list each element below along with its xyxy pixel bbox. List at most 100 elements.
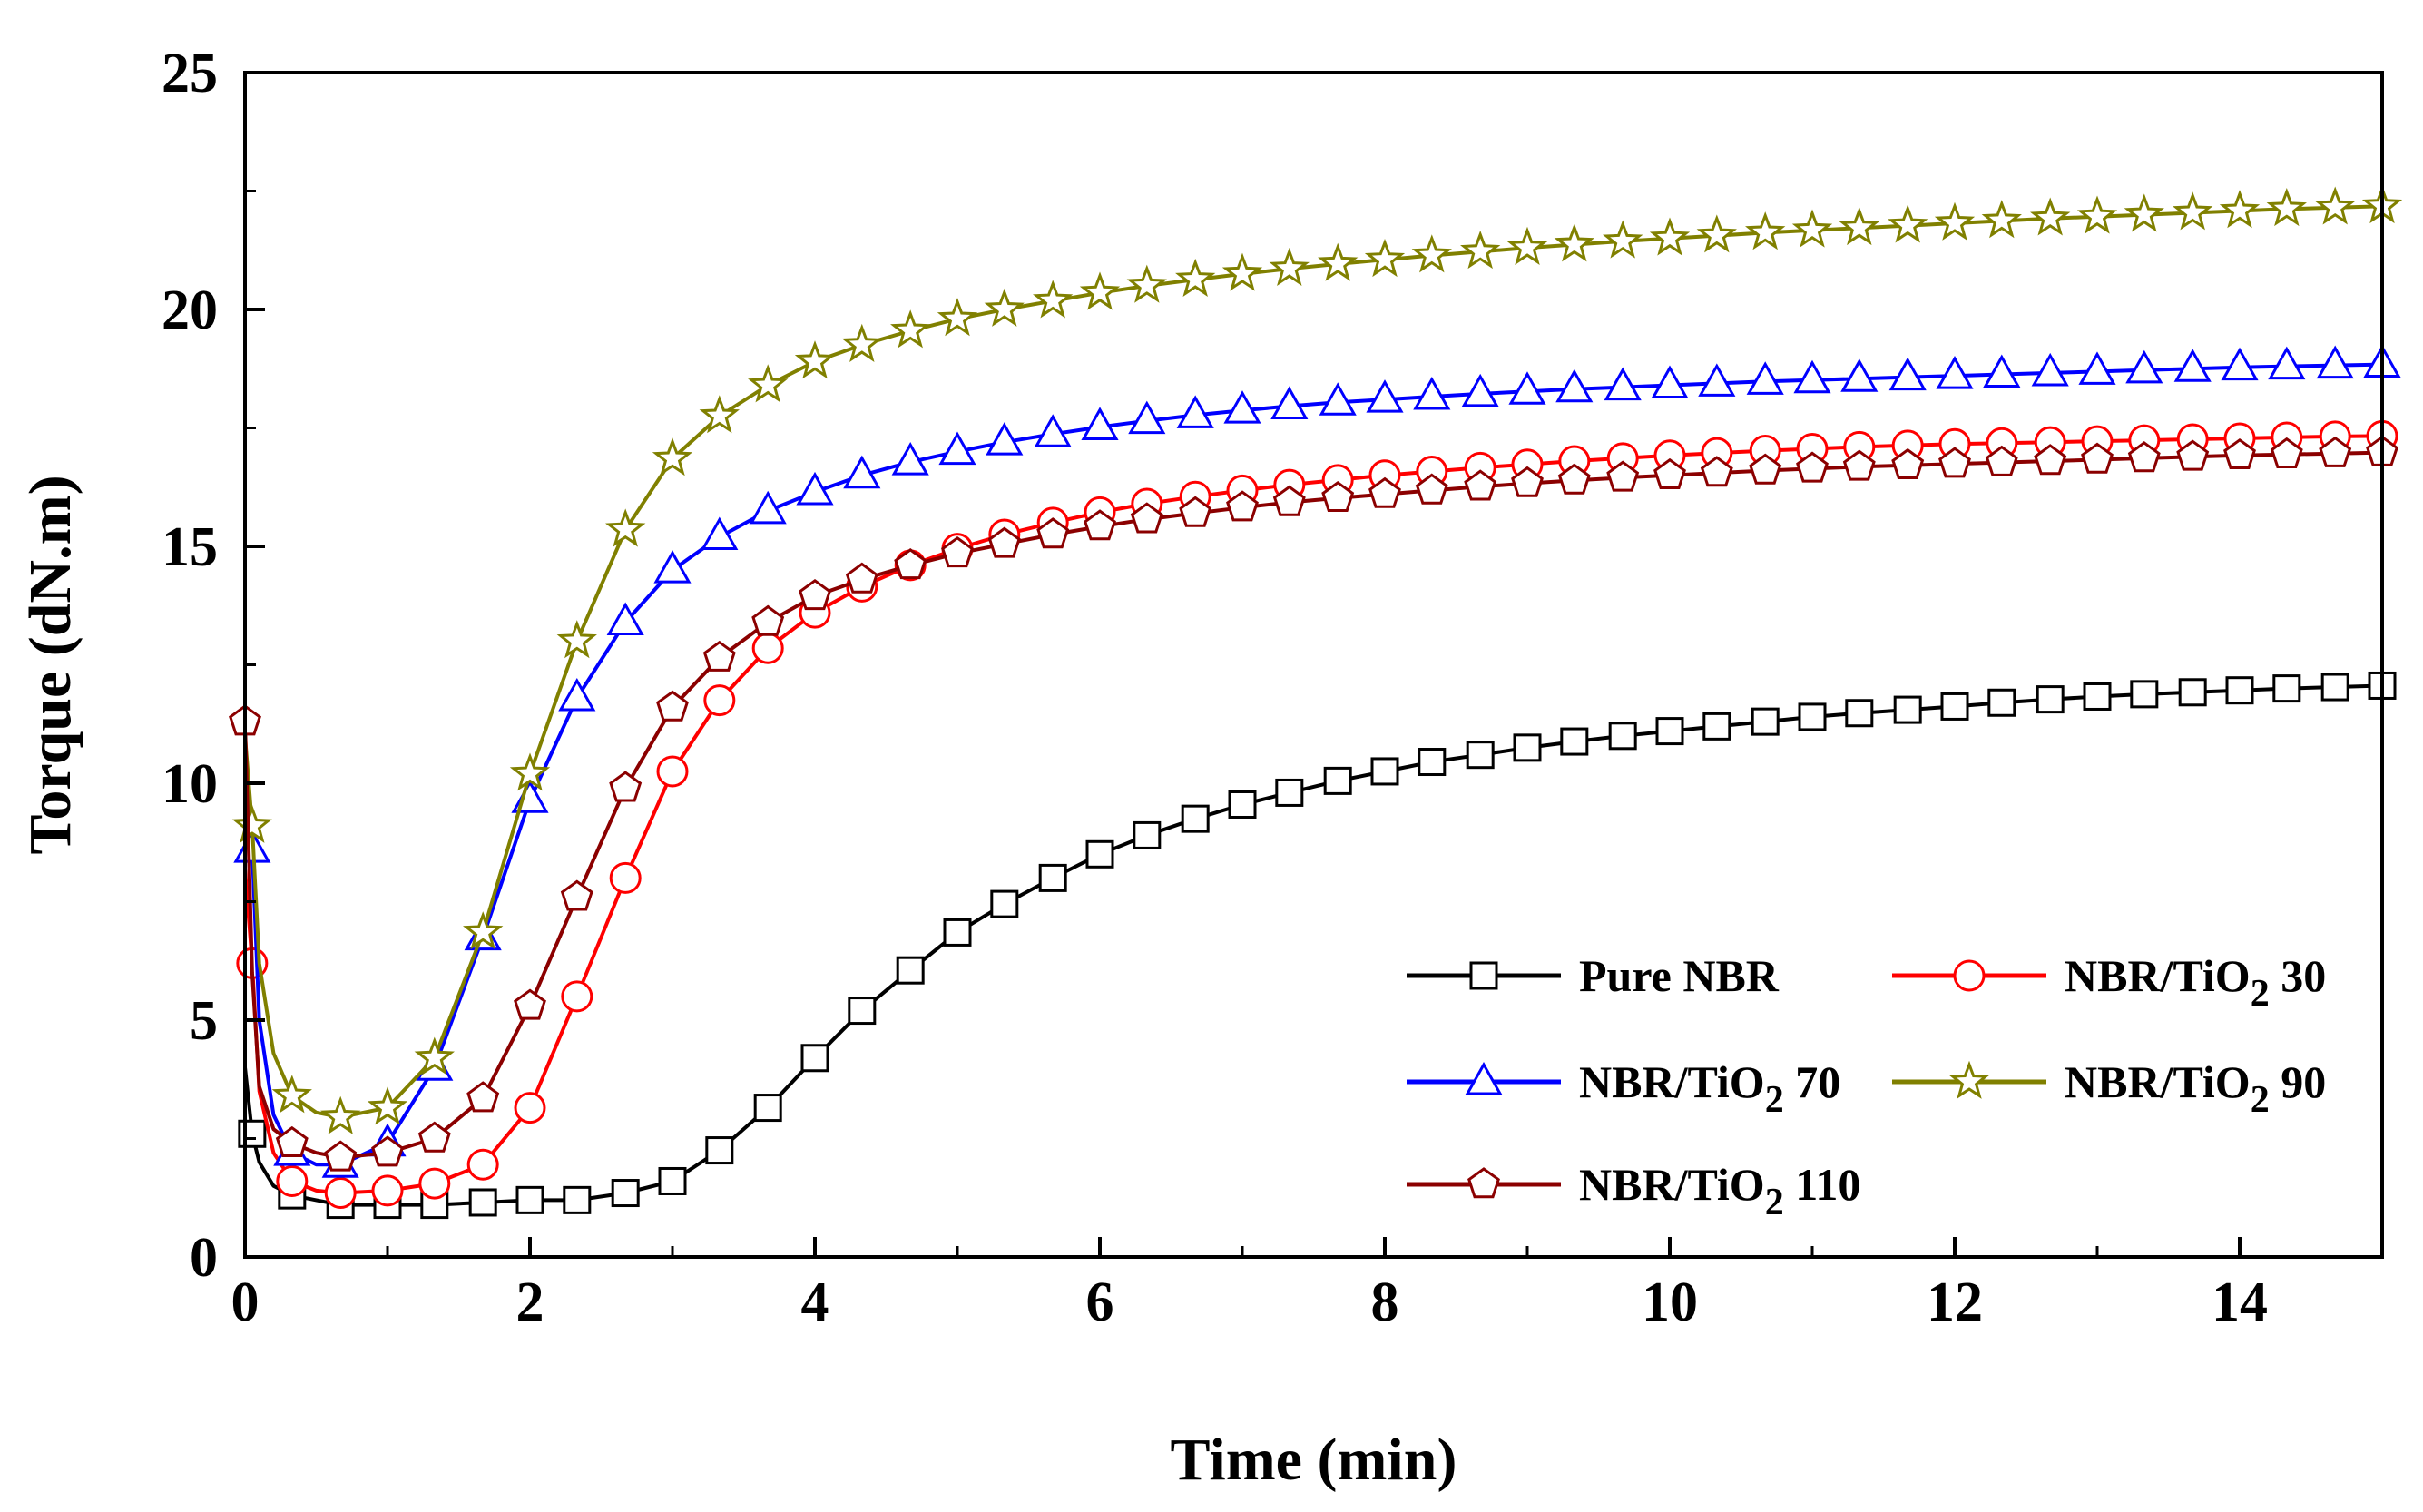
- data-point: [1936, 356, 1974, 389]
- data-point: [652, 437, 693, 476]
- data-point: [1038, 863, 1067, 892]
- data-point: [890, 309, 931, 349]
- data-point: [845, 562, 878, 594]
- data-point: [1891, 447, 1925, 479]
- data-point: [515, 1185, 544, 1214]
- data-point: [751, 632, 784, 664]
- data-point: [1655, 717, 1684, 746]
- data-point: [2031, 352, 2069, 387]
- data-point: [794, 340, 836, 379]
- x-tick-label: 12: [1927, 1271, 1983, 1333]
- data-point: [468, 1188, 497, 1217]
- data-point: [2036, 685, 2065, 714]
- x-tick-label: 8: [1371, 1271, 1399, 1333]
- legend-label-sub: 2: [2251, 1079, 2270, 1121]
- data-point: [1985, 445, 2018, 476]
- data-point: [320, 1095, 361, 1134]
- data-point: [275, 1125, 309, 1157]
- data-point: [1226, 490, 1259, 522]
- data-point: [1513, 733, 1542, 762]
- data-point: [2173, 191, 2213, 231]
- data-point: [1323, 766, 1352, 795]
- x-tick-label: 6: [1086, 1271, 1114, 1333]
- data-point: [1698, 363, 1736, 397]
- series-2: [233, 344, 2401, 1178]
- data-point: [1418, 748, 1447, 777]
- data-point: [1696, 214, 1737, 253]
- data-point: [843, 455, 881, 489]
- data-point: [1981, 200, 2022, 239]
- data-point: [2272, 674, 2301, 703]
- data-point: [702, 640, 736, 672]
- data-point: [367, 1086, 408, 1125]
- data-point: [2078, 351, 2116, 385]
- data-point: [414, 1036, 455, 1075]
- data-point: [466, 1081, 500, 1113]
- legend-label-sub: 2: [1765, 1079, 1784, 1121]
- data-point: [1081, 407, 1119, 440]
- data-point: [1603, 220, 1643, 259]
- data-point: [1128, 400, 1166, 435]
- data-point: [1275, 778, 1304, 807]
- data-point: [1700, 456, 1733, 487]
- data-point: [1793, 359, 1831, 394]
- data-point: [1181, 804, 1210, 833]
- legend-item: Pure NBR: [1407, 950, 1780, 1001]
- data-point: [466, 1148, 499, 1181]
- data-point: [1461, 373, 1499, 407]
- data-point: [1653, 457, 1686, 489]
- legend-label-sub: 2: [1765, 1182, 1784, 1223]
- data-point: [1368, 476, 1401, 508]
- data-point: [1745, 211, 1786, 250]
- data-point: [943, 918, 972, 947]
- data-point: [841, 323, 882, 362]
- data-point: [611, 1179, 640, 1208]
- y-tick-label: 25: [162, 43, 218, 104]
- series-0: [238, 671, 2397, 1220]
- data-point: [938, 431, 976, 466]
- data-point: [1270, 386, 1309, 419]
- data-point: [2225, 676, 2254, 705]
- data-point: [796, 471, 834, 506]
- data-point: [1702, 712, 1731, 741]
- data-point: [1460, 231, 1501, 270]
- data-point: [1649, 217, 1691, 256]
- legend-label-main: Pure NBR: [1579, 950, 1780, 1001]
- legend-label-suffix: 110: [1784, 1159, 1861, 1210]
- y-tick-label: 10: [162, 753, 218, 815]
- data-point: [1606, 460, 1640, 492]
- data-point: [1411, 234, 1452, 273]
- data-point: [1415, 473, 1448, 505]
- data-point: [1464, 469, 1497, 501]
- data-point: [941, 535, 974, 568]
- data-point: [705, 1136, 734, 1165]
- x-tick-label: 0: [231, 1271, 260, 1333]
- series-3: [231, 184, 2403, 1134]
- data-point: [276, 1164, 309, 1197]
- data-point: [701, 516, 739, 551]
- data-point: [2319, 436, 2352, 467]
- x-tick-label: 2: [516, 1271, 544, 1333]
- data-point: [606, 602, 644, 636]
- plot-area: [229, 184, 2403, 1220]
- data-point: [417, 1121, 451, 1153]
- data-point: [1651, 365, 1689, 399]
- data-point: [658, 1166, 687, 1195]
- legend-label: NBR/TiO2 110: [1579, 1159, 1860, 1223]
- data-point: [1036, 517, 1070, 549]
- data-point: [2034, 444, 2067, 476]
- legend-item: NBR/TiO2 90: [1892, 1056, 2326, 1121]
- data-point: [987, 526, 1021, 558]
- data-point: [1940, 692, 1969, 721]
- data-point: [1560, 727, 1589, 756]
- data-point: [271, 1075, 312, 1114]
- legend-label-suffix: 70: [1784, 1056, 1841, 1107]
- data-point: [556, 620, 597, 659]
- legend-item: NBR/TiO2 30: [1892, 950, 2326, 1015]
- data-point: [848, 997, 877, 1026]
- data-point: [1888, 357, 1927, 391]
- data-point: [1133, 820, 1162, 849]
- y-axis-title: Torque (dN.m): [17, 475, 83, 854]
- data-point: [1934, 201, 1976, 241]
- data-point: [2219, 190, 2261, 229]
